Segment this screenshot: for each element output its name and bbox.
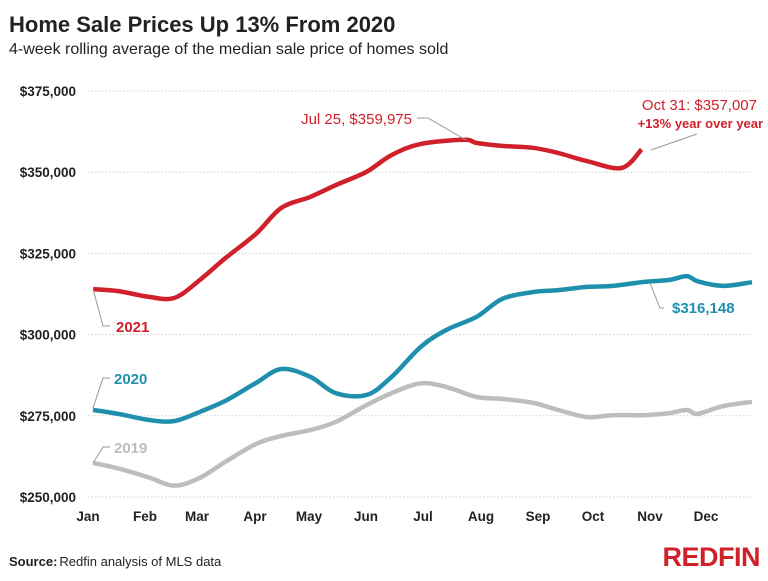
series-line-2020 (92, 273, 753, 424)
source-note: Source: Redfin analysis of MLS data (9, 554, 222, 569)
source-text: Redfin analysis of MLS data (59, 554, 222, 569)
leader-peak (417, 117, 467, 141)
leader-latest (650, 133, 698, 151)
series-lines (92, 137, 753, 488)
x-tick-label: Mar (185, 509, 210, 524)
x-tick-label: Jan (76, 509, 99, 524)
y-tick-label: $350,000 (20, 165, 76, 180)
series-line-2021 (92, 137, 644, 302)
x-tick-label: Apr (243, 509, 267, 524)
chart-title: Home Sale Prices Up 13% From 2020 (9, 12, 395, 37)
y-tick-label: $275,000 (20, 409, 76, 424)
x-tick-label: Nov (637, 509, 663, 524)
x-axis: Jan Feb Mar Apr May Jun Jul Aug Sep Oct Nov Dec (76, 509, 719, 524)
y-tick-label: $375,000 (20, 84, 76, 99)
y-axis: $250,000 $275,000 $300,000 $325,000 $350,000… (20, 84, 76, 505)
label-2021: 2021 (116, 319, 149, 336)
chart-subtitle: 4-week rolling average of the median sal… (9, 41, 448, 58)
label-2019: 2019 (114, 440, 147, 457)
label-peak: Jul 25, $359,975 (301, 111, 412, 128)
x-tick-label: Feb (133, 509, 157, 524)
gridlines (88, 90, 752, 498)
x-tick-label: May (296, 509, 323, 524)
leader-2020-latest (649, 282, 664, 309)
source-label: Source: (9, 554, 57, 569)
y-tick-label: $300,000 (20, 328, 76, 343)
y-tick-label: $325,000 (20, 246, 76, 261)
x-tick-label: Dec (694, 509, 719, 524)
redfin-logo: REDFIN (663, 542, 761, 572)
label-latest: Oct 31: $357,007 (642, 97, 757, 114)
label-2020-latest: $316,148 (672, 300, 735, 317)
x-tick-label: Jun (354, 509, 378, 524)
leader-2021 (92, 288, 110, 327)
leader-2019 (92, 446, 110, 464)
label-2020: 2020 (114, 371, 147, 388)
label-latest-change: +13% year over year (638, 116, 763, 131)
series-line-2019 (92, 380, 753, 488)
x-tick-label: Aug (468, 509, 494, 524)
x-tick-label: Jul (413, 509, 433, 524)
y-tick-label: $250,000 (20, 490, 76, 505)
leader-2020 (92, 377, 110, 409)
x-tick-label: Sep (526, 509, 551, 524)
x-tick-label: Oct (582, 509, 605, 524)
